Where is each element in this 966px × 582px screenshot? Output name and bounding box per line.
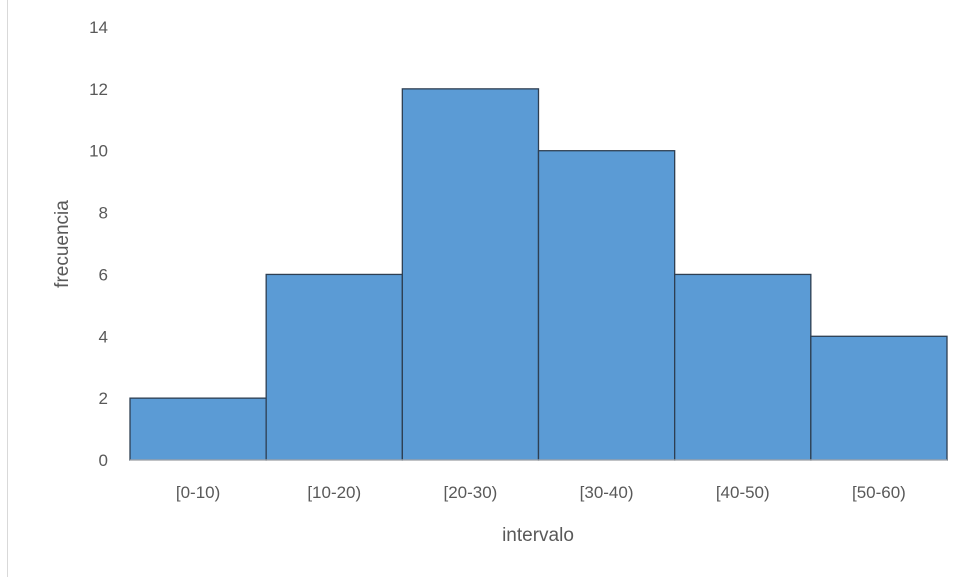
y-tick-label: 0 [99, 451, 108, 470]
y-tick-label: 8 [99, 204, 108, 223]
x-tick-label: [40-50) [716, 483, 770, 502]
x-tick-label: [50-60) [852, 483, 906, 502]
y-tick-label: 10 [89, 142, 108, 161]
x-tick-labels: [0-10) [10-20) [20-30) [30-40) [40-50) [50-60… [176, 483, 906, 502]
x-tick-label: [10-20) [307, 483, 361, 502]
bar-0 [129, 397, 267, 461]
bar-1 [265, 273, 403, 461]
y-tick-label: 6 [99, 265, 108, 284]
bar-5 [810, 335, 948, 461]
x-tick-label: [20-30) [443, 483, 497, 502]
bar-2 [401, 88, 540, 461]
bar-4 [674, 273, 812, 461]
x-tick-label: [30-40) [580, 483, 634, 502]
y-tick-label: 14 [89, 18, 108, 37]
y-tick-label: 12 [89, 80, 108, 99]
y-tick-label: 4 [99, 327, 108, 346]
x-tick-label: [0-10) [176, 483, 220, 502]
bars-layer [129, 88, 948, 461]
y-tick-labels: 0 2 4 6 8 10 12 14 [89, 18, 108, 470]
bar-3 [537, 150, 676, 461]
frame-border [7, 0, 8, 577]
y-axis-title: frecuencia [52, 200, 73, 288]
x-axis-title: intervalo [502, 525, 574, 546]
y-tick-label: 2 [99, 389, 108, 408]
